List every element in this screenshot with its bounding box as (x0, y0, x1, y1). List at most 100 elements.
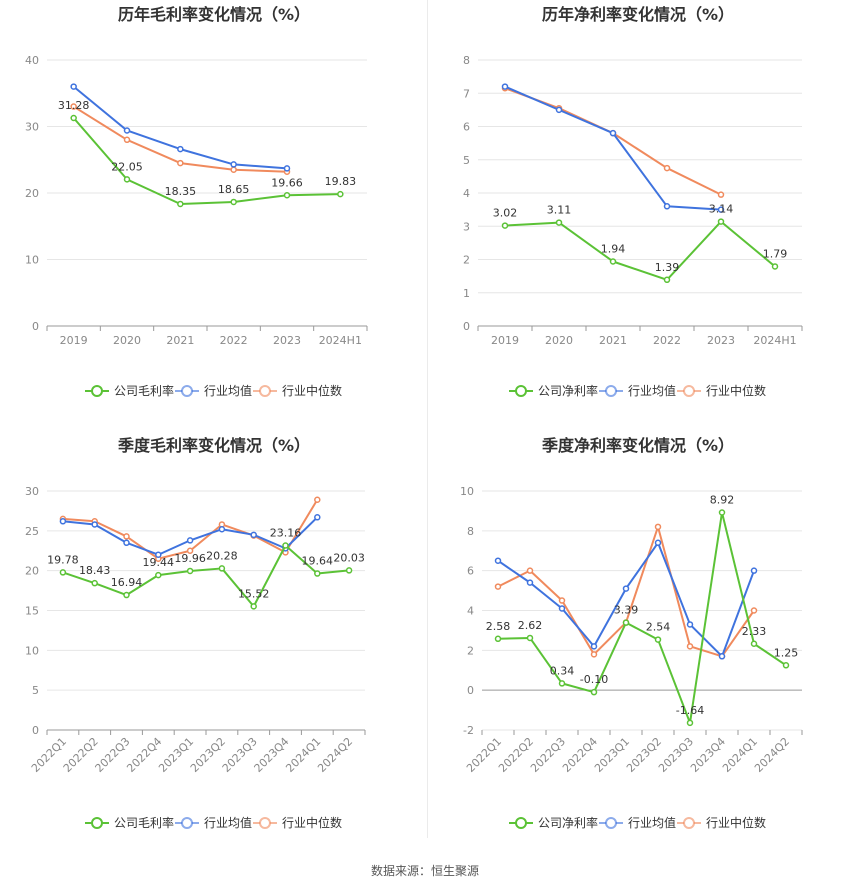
data-point (555, 106, 563, 114)
series-line-1 (504, 220, 776, 281)
data-point (558, 680, 566, 687)
data-point (654, 539, 662, 547)
y-tick-label: -2 (463, 724, 474, 737)
legend-marker (515, 385, 527, 397)
data-label: 23.16 (270, 526, 302, 539)
chart-1: 历年毛利率变化情况（%） 0 10 20 30 40 2019 2020 2021 2022 202… (25, 5, 368, 398)
data-point (230, 198, 237, 206)
data-point (750, 640, 758, 648)
y-tick-label: 0 (467, 684, 474, 697)
x-tick-label: 2019 (60, 334, 88, 347)
data-point (123, 539, 130, 547)
data-point (177, 145, 184, 153)
legend-item: 行业均值 (599, 815, 676, 830)
y-tick-label: 7 (463, 87, 470, 100)
data-label: 19.64 (302, 555, 334, 568)
data-label: 1.94 (601, 242, 626, 255)
data-point (663, 164, 671, 172)
data-point (590, 688, 598, 696)
data-label: 2.58 (486, 620, 511, 633)
data-point (686, 643, 694, 650)
data-point (494, 635, 502, 643)
data-label: 1.25 (774, 646, 799, 659)
data-point (494, 583, 502, 590)
x-tick-label: 2024Q2 (752, 735, 792, 775)
data-point (282, 542, 289, 549)
data-point (70, 83, 77, 90)
x-tick-label: 2020 (113, 334, 141, 347)
chart-2: 历年净利率变化情况（%） 0 1 2 3 4 5 6 7 8 2019 2020 2021 2022 202… (463, 5, 803, 398)
legend: 公司毛利率 行业均值 行业中位数 (85, 815, 342, 830)
legend-marker (259, 385, 271, 397)
legend-item: 行业均值 (175, 383, 252, 398)
legend-marker (683, 817, 695, 829)
legend-marker (181, 385, 193, 397)
legend-item: 行业中位数 (253, 383, 342, 398)
data-label: 2.62 (518, 619, 543, 632)
data-point (555, 219, 563, 226)
y-tick-label: 40 (25, 54, 39, 67)
data-label: 18.65 (218, 183, 250, 196)
data-label: 0.34 (550, 664, 575, 677)
data-point (218, 565, 226, 572)
series-line-3 (504, 87, 722, 196)
data-label: -1.64 (676, 704, 704, 717)
x-tick-label: 2020 (545, 334, 573, 347)
panel-divider (427, 0, 428, 838)
data-point (609, 129, 617, 137)
legend-item: 公司毛利率 (85, 383, 174, 398)
data-point (750, 607, 758, 614)
chart-3: 季度毛利率变化情况（%）0510152025302022Q12022Q22022… (25, 436, 366, 830)
data-point (717, 218, 725, 225)
data-point (501, 83, 509, 90)
y-tick-label: 5 (463, 154, 470, 167)
chart-title: 历年毛利率变化情况（%） (118, 5, 310, 24)
data-label: 3.11 (547, 204, 572, 217)
y-tick-label: 15 (25, 605, 39, 618)
data-point (123, 591, 130, 599)
data-label: 19.66 (271, 176, 303, 189)
legend-item: 行业均值 (599, 383, 676, 398)
data-point (314, 496, 321, 504)
legend-label: 公司净利率 (538, 383, 598, 398)
y-tick-label: 2 (467, 644, 474, 657)
y-tick-label: 1 (463, 287, 470, 300)
data-point (686, 621, 694, 628)
data-point (70, 103, 77, 110)
legend-label: 公司净利率 (538, 815, 598, 830)
data-point (558, 605, 566, 612)
data-label: 16.94 (111, 576, 143, 589)
data-point (91, 521, 98, 528)
x-tick-label: 2023 (273, 334, 301, 347)
data-point (501, 222, 509, 229)
legend-item: 行业均值 (175, 815, 252, 830)
data-point (526, 634, 534, 642)
legend-item: 行业中位数 (677, 383, 766, 398)
legend-item: 公司净利率 (509, 383, 598, 398)
legend-item: 行业中位数 (677, 815, 766, 830)
data-point (177, 200, 184, 208)
legend-marker (683, 385, 695, 397)
chart-title: 历年净利率变化情况（%） (542, 5, 734, 24)
data-point (59, 518, 67, 525)
data-point (590, 651, 598, 658)
data-point (250, 603, 257, 610)
chart-title: 季度净利率变化情况（%） (541, 436, 734, 455)
legend: 公司毛利率 行业均值 行业中位数 (85, 383, 342, 398)
data-point (663, 203, 671, 210)
data-point (250, 531, 257, 539)
data-label: 31.28 (58, 99, 90, 112)
legend-label: 行业中位数 (282, 815, 342, 830)
y-tick-label: 30 (25, 121, 39, 134)
y-tick-label: 3 (463, 220, 470, 233)
data-point (663, 276, 671, 284)
series-line-1 (497, 511, 787, 724)
y-tick-label: 0 (32, 320, 39, 333)
data-label: 1.39 (655, 261, 680, 274)
x-tick-label: 2023 (707, 334, 735, 347)
data-point (717, 206, 725, 213)
y-tick-label: 30 (25, 485, 39, 498)
y-tick-label: 20 (25, 187, 39, 200)
data-point (123, 533, 130, 540)
